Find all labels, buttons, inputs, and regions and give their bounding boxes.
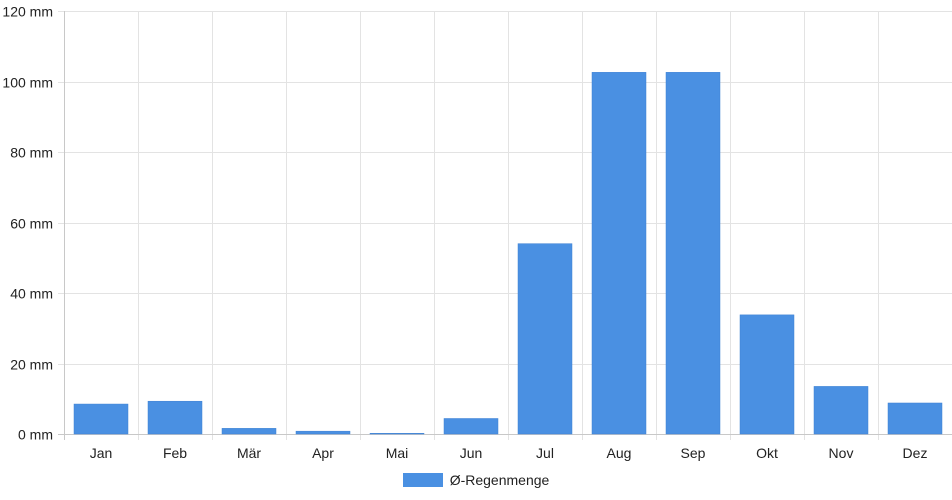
- x-tick-label: Mai: [386, 445, 409, 461]
- y-tick-label: 20 mm: [10, 357, 53, 373]
- y-tick-label: 0 mm: [18, 427, 53, 443]
- bar: [73, 403, 129, 435]
- x-tick-label: Aug: [607, 445, 632, 461]
- bar-layer: [73, 72, 943, 435]
- bar: [665, 72, 721, 435]
- x-tick-label: Dez: [903, 445, 928, 461]
- grid-layer: [58, 11, 952, 440]
- y-tick-label: 80 mm: [10, 145, 53, 161]
- bar: [517, 243, 573, 435]
- x-tick-label: Okt: [756, 445, 778, 461]
- bar: [295, 430, 351, 435]
- legend-label: Ø-Regenmenge: [449, 472, 550, 488]
- bar: [221, 428, 277, 435]
- y-tick-label: 120 mm: [2, 4, 53, 20]
- x-tick-label: Apr: [312, 445, 334, 461]
- y-tick-label: 60 mm: [10, 216, 53, 232]
- axis-layer: [58, 11, 952, 440]
- x-tick-label: Feb: [163, 445, 187, 461]
- label-layer: 0 mm 20 mm 40 mm 60 mm 80 mm 100 mm 120 mm Jan F…: [2, 4, 927, 462]
- bar: [443, 418, 499, 435]
- legend[interactable]: Ø-Regenmenge: [0, 472, 952, 488]
- x-tick-label: Jul: [536, 445, 554, 461]
- y-tick-label: 100 mm: [2, 75, 53, 91]
- y-tick-label: 40 mm: [10, 286, 53, 302]
- x-tick-label: Jan: [90, 445, 113, 461]
- bar: [369, 433, 425, 435]
- x-tick-label: Nov: [829, 445, 854, 461]
- x-tick-label: Mär: [237, 445, 261, 461]
- bar: [147, 400, 203, 435]
- x-tick-label: Sep: [681, 445, 706, 461]
- legend-swatch: [402, 473, 443, 487]
- bar: [813, 386, 869, 435]
- bar: [739, 314, 795, 435]
- bar: [591, 72, 647, 435]
- x-tick-label: Jun: [460, 445, 483, 461]
- bar: [887, 402, 943, 435]
